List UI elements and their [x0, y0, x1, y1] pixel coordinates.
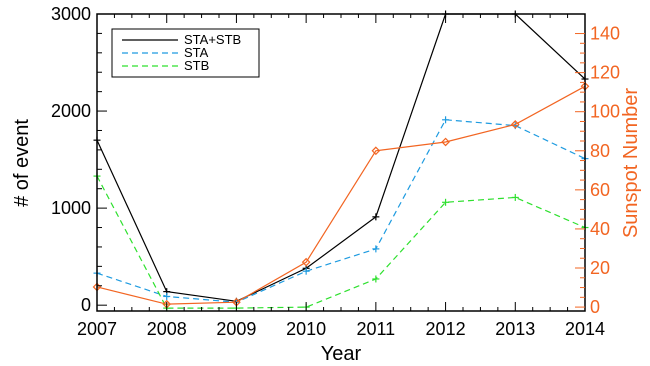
y-right-tick-label: 20 [590, 258, 610, 278]
data-point [302, 267, 310, 275]
series-sta [93, 116, 589, 306]
legend-item: STB [122, 58, 209, 73]
y-left-tick-label: 1000 [51, 198, 91, 218]
series-line [96, 175, 586, 309]
x-axis: 2007 2008 2009 2010 2011 2012 2013 2014 [77, 14, 605, 339]
y-axis-left-title: # of event [11, 119, 33, 207]
x-tick-label: 2008 [147, 319, 187, 339]
series-sunspot-number [92, 81, 590, 309]
series-line [96, 119, 586, 303]
legend-item: STA [122, 45, 209, 60]
y-left-tick-label: 0 [81, 295, 91, 315]
data-point [372, 245, 380, 253]
legend-label: STA+STB [184, 32, 241, 47]
x-tick-label: 2014 [565, 319, 605, 339]
x-tick-label: 2010 [286, 319, 326, 339]
data-point [442, 116, 450, 124]
data-point [510, 120, 520, 129]
data-point [441, 137, 450, 147]
y-right-tick-label: 120 [590, 63, 620, 83]
y-right-tick-label: 80 [590, 141, 610, 161]
x-axis-title: Year [321, 343, 362, 365]
y-right-tick-label: 140 [590, 24, 620, 44]
data-point [301, 257, 311, 267]
y-axis-left: 0 1000 2000 3000 [51, 4, 107, 315]
x-tick-label: 2007 [77, 319, 117, 339]
data-point [442, 198, 450, 206]
y-right-tick-label: 0 [590, 297, 600, 317]
y-left-tick-label: 3000 [51, 4, 91, 24]
y-right-tick-label: 40 [590, 219, 610, 239]
data-point [163, 292, 171, 300]
legend-label: STA [184, 45, 209, 60]
data-point [372, 213, 380, 221]
data-point [371, 146, 381, 156]
legend-item: STA+STB [122, 32, 241, 47]
y-axis-right-title: Sunspot Number [620, 88, 642, 238]
y-right-tick-label: 60 [590, 180, 610, 200]
data-point [511, 193, 519, 201]
x-tick-label: 2009 [216, 319, 256, 339]
y-axis-right: 0 20 40 60 80 100 120 140 [575, 24, 620, 317]
data-point [372, 275, 380, 283]
x-tick-label: 2011 [356, 319, 395, 339]
series-line [96, 85, 586, 305]
y-left-tick-label: 2000 [51, 101, 91, 121]
x-tick-label: 2013 [495, 319, 535, 339]
legend-label: STB [184, 58, 209, 73]
y-right-tick-label: 100 [590, 102, 620, 122]
x-tick-label: 2012 [426, 319, 466, 339]
